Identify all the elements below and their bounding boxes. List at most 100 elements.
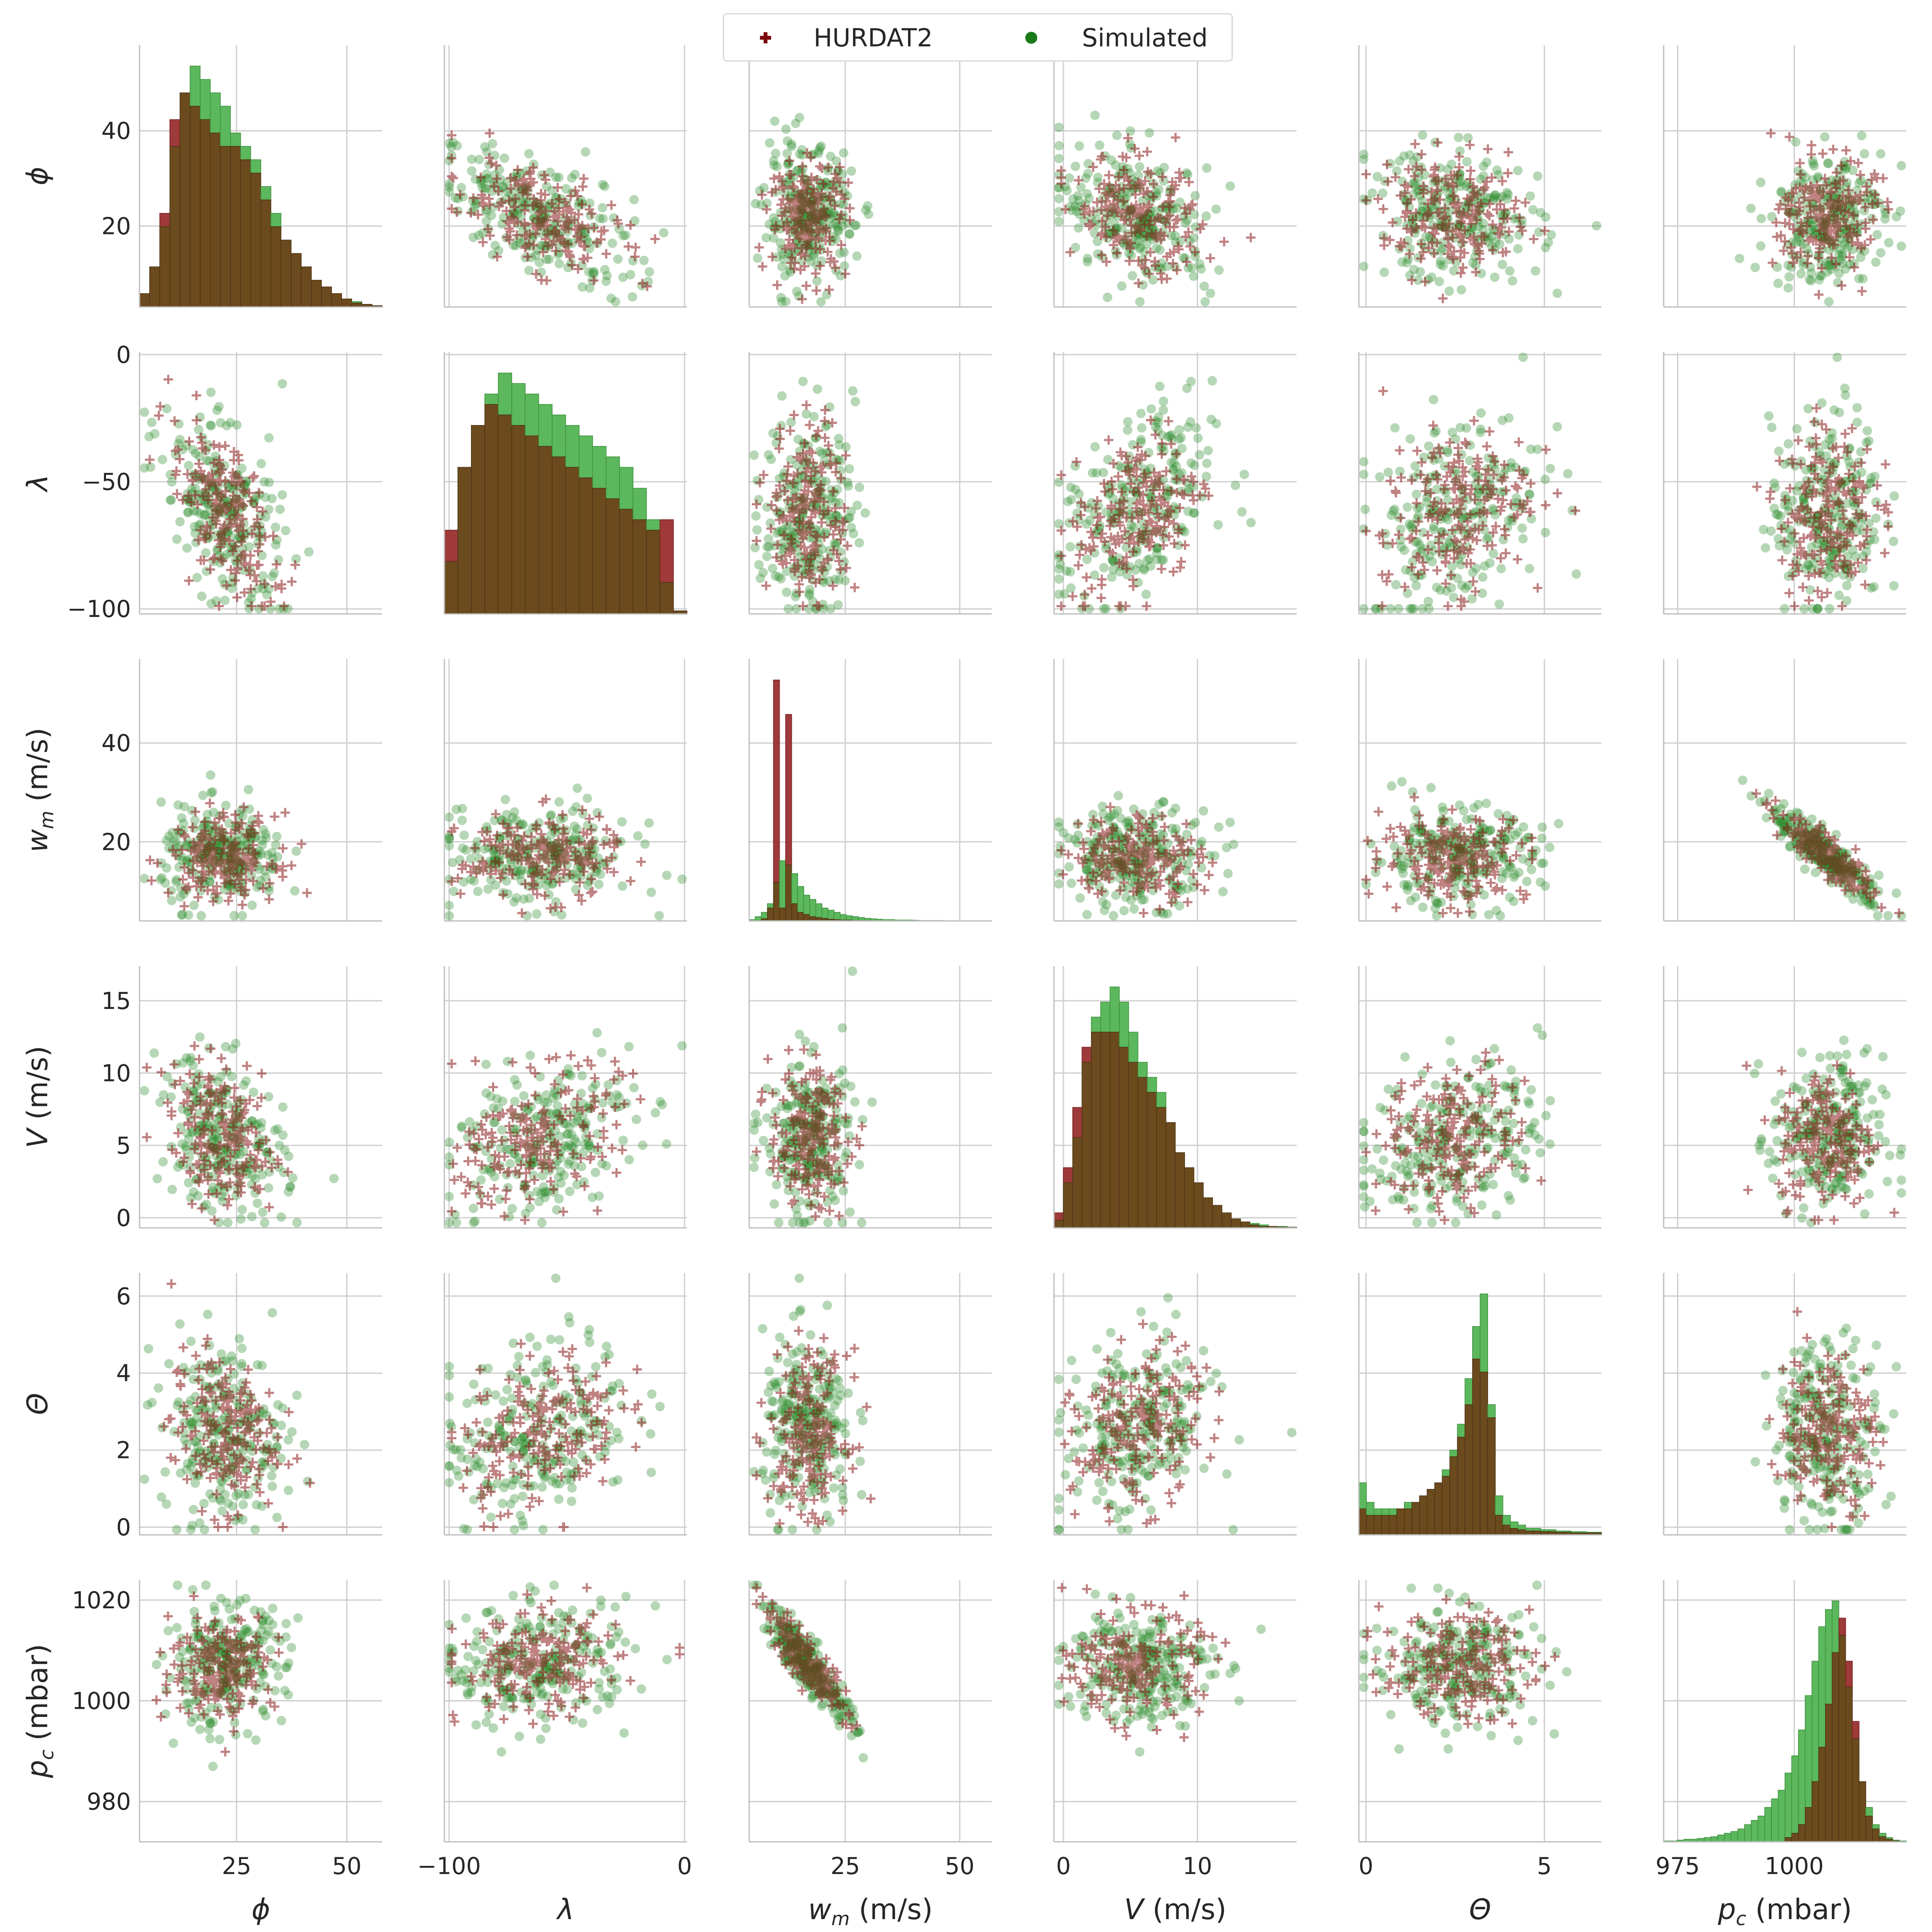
hist-bar-overlap — [1119, 1047, 1129, 1228]
point-simulated — [1095, 140, 1105, 150]
point-simulated — [1211, 204, 1221, 214]
point-simulated — [1062, 566, 1072, 576]
point-simulated — [1106, 155, 1116, 165]
point-simulated — [256, 459, 266, 468]
point-simulated — [510, 807, 519, 817]
point-simulated — [511, 240, 521, 250]
point-simulated — [566, 1071, 576, 1081]
point-simulated — [640, 839, 650, 849]
point-simulated — [444, 138, 454, 148]
point-simulated — [1810, 868, 1820, 878]
point-simulated — [777, 262, 787, 272]
point-simulated — [1359, 1127, 1369, 1136]
point-simulated — [809, 1042, 819, 1051]
point-simulated — [1756, 241, 1766, 251]
point-simulated — [1181, 218, 1190, 228]
point-simulated — [1462, 157, 1472, 167]
point-simulated — [761, 233, 771, 243]
point-simulated — [1402, 258, 1412, 267]
point-simulated — [197, 591, 207, 601]
point-simulated — [831, 234, 841, 244]
point-simulated — [1428, 1201, 1437, 1211]
point-simulated — [451, 805, 461, 814]
point-simulated — [479, 1165, 488, 1175]
hist-bar-overlap — [592, 488, 607, 614]
point-simulated — [177, 1139, 187, 1149]
point-simulated — [1393, 1192, 1403, 1201]
point-simulated — [585, 283, 595, 293]
point-simulated — [793, 1211, 802, 1221]
point-simulated — [1155, 381, 1165, 391]
point-simulated — [239, 1080, 249, 1090]
hist-bar-overlap — [240, 159, 251, 307]
point-simulated — [831, 219, 841, 228]
point-simulated — [1871, 257, 1881, 267]
point-simulated — [444, 1218, 454, 1227]
point-simulated — [201, 548, 211, 558]
point-simulated — [1465, 456, 1475, 465]
point-simulated — [638, 1140, 647, 1150]
point-simulated — [1417, 1069, 1427, 1079]
point-simulated — [1127, 271, 1137, 281]
point-simulated — [1075, 210, 1084, 219]
hist-bar-hurdat — [1054, 1212, 1064, 1221]
point-simulated — [225, 418, 235, 428]
point-simulated — [1400, 1052, 1410, 1062]
point-simulated — [519, 1091, 529, 1101]
point-simulated — [1064, 173, 1074, 183]
panel-phi-vs-w_m — [748, 45, 992, 308]
hist-bar-overlap — [1221, 1212, 1232, 1228]
point-simulated — [618, 231, 628, 241]
hist-bar-overlap — [1166, 1122, 1176, 1228]
point-simulated — [1771, 509, 1781, 519]
point-simulated — [1182, 383, 1192, 393]
point-simulated — [480, 183, 490, 193]
hist-bar-overlap — [1091, 1032, 1101, 1228]
point-simulated — [1359, 604, 1369, 614]
panel-phi-vs-lambda — [444, 45, 687, 308]
point-simulated — [1145, 128, 1154, 138]
point-simulated — [1471, 261, 1481, 270]
point-simulated — [189, 823, 199, 833]
point-simulated — [755, 574, 765, 583]
point-simulated — [1073, 191, 1083, 200]
point-simulated — [1054, 822, 1064, 832]
hist-bar-overlap — [791, 903, 798, 921]
point-simulated — [184, 461, 194, 471]
point-simulated — [626, 270, 635, 279]
point-simulated — [832, 511, 842, 521]
hist-bar-overlap — [1072, 1137, 1082, 1228]
hist-bar-simulated — [260, 186, 271, 200]
point-simulated — [1117, 223, 1127, 233]
point-simulated — [140, 874, 149, 884]
point-simulated — [488, 250, 498, 260]
point-simulated — [542, 254, 551, 264]
point-simulated — [481, 1060, 491, 1069]
point-simulated — [1889, 581, 1899, 591]
point-simulated — [844, 464, 854, 474]
point-simulated — [1410, 805, 1420, 815]
point-simulated — [1395, 466, 1405, 476]
hist-bar-overlap — [1081, 1062, 1092, 1228]
point-simulated — [498, 1096, 507, 1106]
point-simulated — [584, 876, 594, 886]
point-simulated — [1359, 457, 1369, 467]
point-simulated — [796, 167, 806, 177]
point-simulated — [1533, 1023, 1543, 1033]
hist-bar-overlap — [200, 119, 211, 307]
point-simulated — [1489, 1044, 1499, 1054]
point-simulated — [1468, 568, 1478, 577]
hist-bar-simulated — [1147, 1077, 1157, 1093]
point-simulated — [155, 875, 165, 884]
point-simulated — [1359, 1118, 1369, 1127]
point-simulated — [571, 1137, 581, 1147]
point-simulated — [588, 1083, 598, 1093]
point-simulated — [759, 183, 769, 193]
point-simulated — [1761, 543, 1771, 553]
hist-bar-simulated — [250, 159, 261, 173]
hist-bar-overlap — [179, 92, 191, 307]
point-simulated — [1067, 206, 1076, 216]
hist-bar-overlap — [169, 146, 180, 307]
point-simulated — [1112, 131, 1122, 140]
point-simulated — [1869, 582, 1879, 592]
